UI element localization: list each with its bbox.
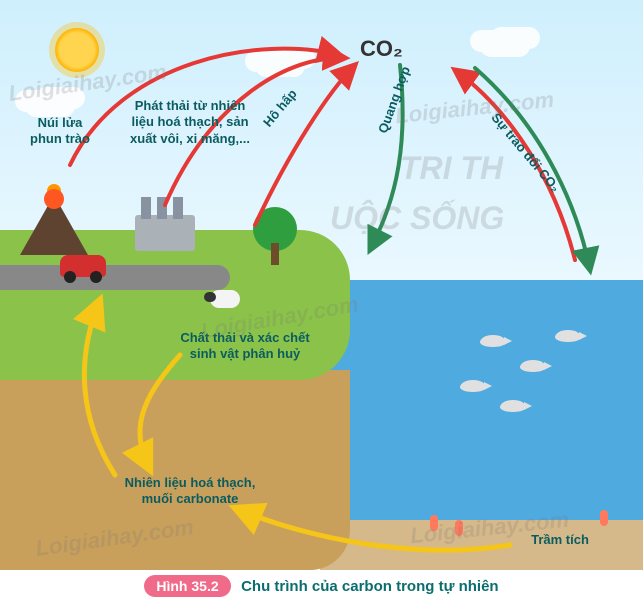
cloud-icon: [25, 95, 75, 117]
figure-caption: Hình 35.2 Chu trình của carbon trong tự …: [0, 575, 643, 597]
coral-icon: [600, 510, 608, 526]
label-sediment: Trầm tích: [515, 532, 605, 548]
label-fossil-emit: Phát thải từ nhiên liệu hoá thạch, sản x…: [105, 98, 275, 147]
factory-icon: [135, 215, 195, 251]
label-decompose: Chất thải và xác chết sinh vật phân huỷ: [150, 330, 340, 363]
car-icon: [60, 255, 106, 277]
sun-icon: [55, 28, 99, 72]
figure-text: Chu trình của carbon trong tự nhiên: [241, 578, 499, 595]
road: [0, 265, 230, 290]
label-volcano: Núi lửa phun trào: [15, 115, 105, 148]
diagram-canvas: CO₂ Núi lửa phun trào Phát thải từ nhiên…: [0, 0, 643, 607]
cloud-icon: [255, 55, 305, 77]
label-fossil-store: Nhiên liệu hoá thạch, muối carbonate: [90, 475, 290, 508]
sheep-icon: [210, 290, 240, 308]
fish-icon: [520, 360, 546, 372]
fish-icon: [480, 335, 506, 347]
coral-icon: [430, 515, 438, 531]
cloud-icon: [480, 35, 530, 57]
fish-icon: [460, 380, 486, 392]
coral-icon: [455, 520, 463, 536]
figure-tag: Hình 35.2: [144, 575, 230, 597]
fish-icon: [555, 330, 581, 342]
underground-region: [0, 370, 350, 570]
volcano-icon: [20, 195, 88, 255]
co2-title: CO₂: [360, 35, 403, 63]
fish-icon: [500, 400, 526, 412]
